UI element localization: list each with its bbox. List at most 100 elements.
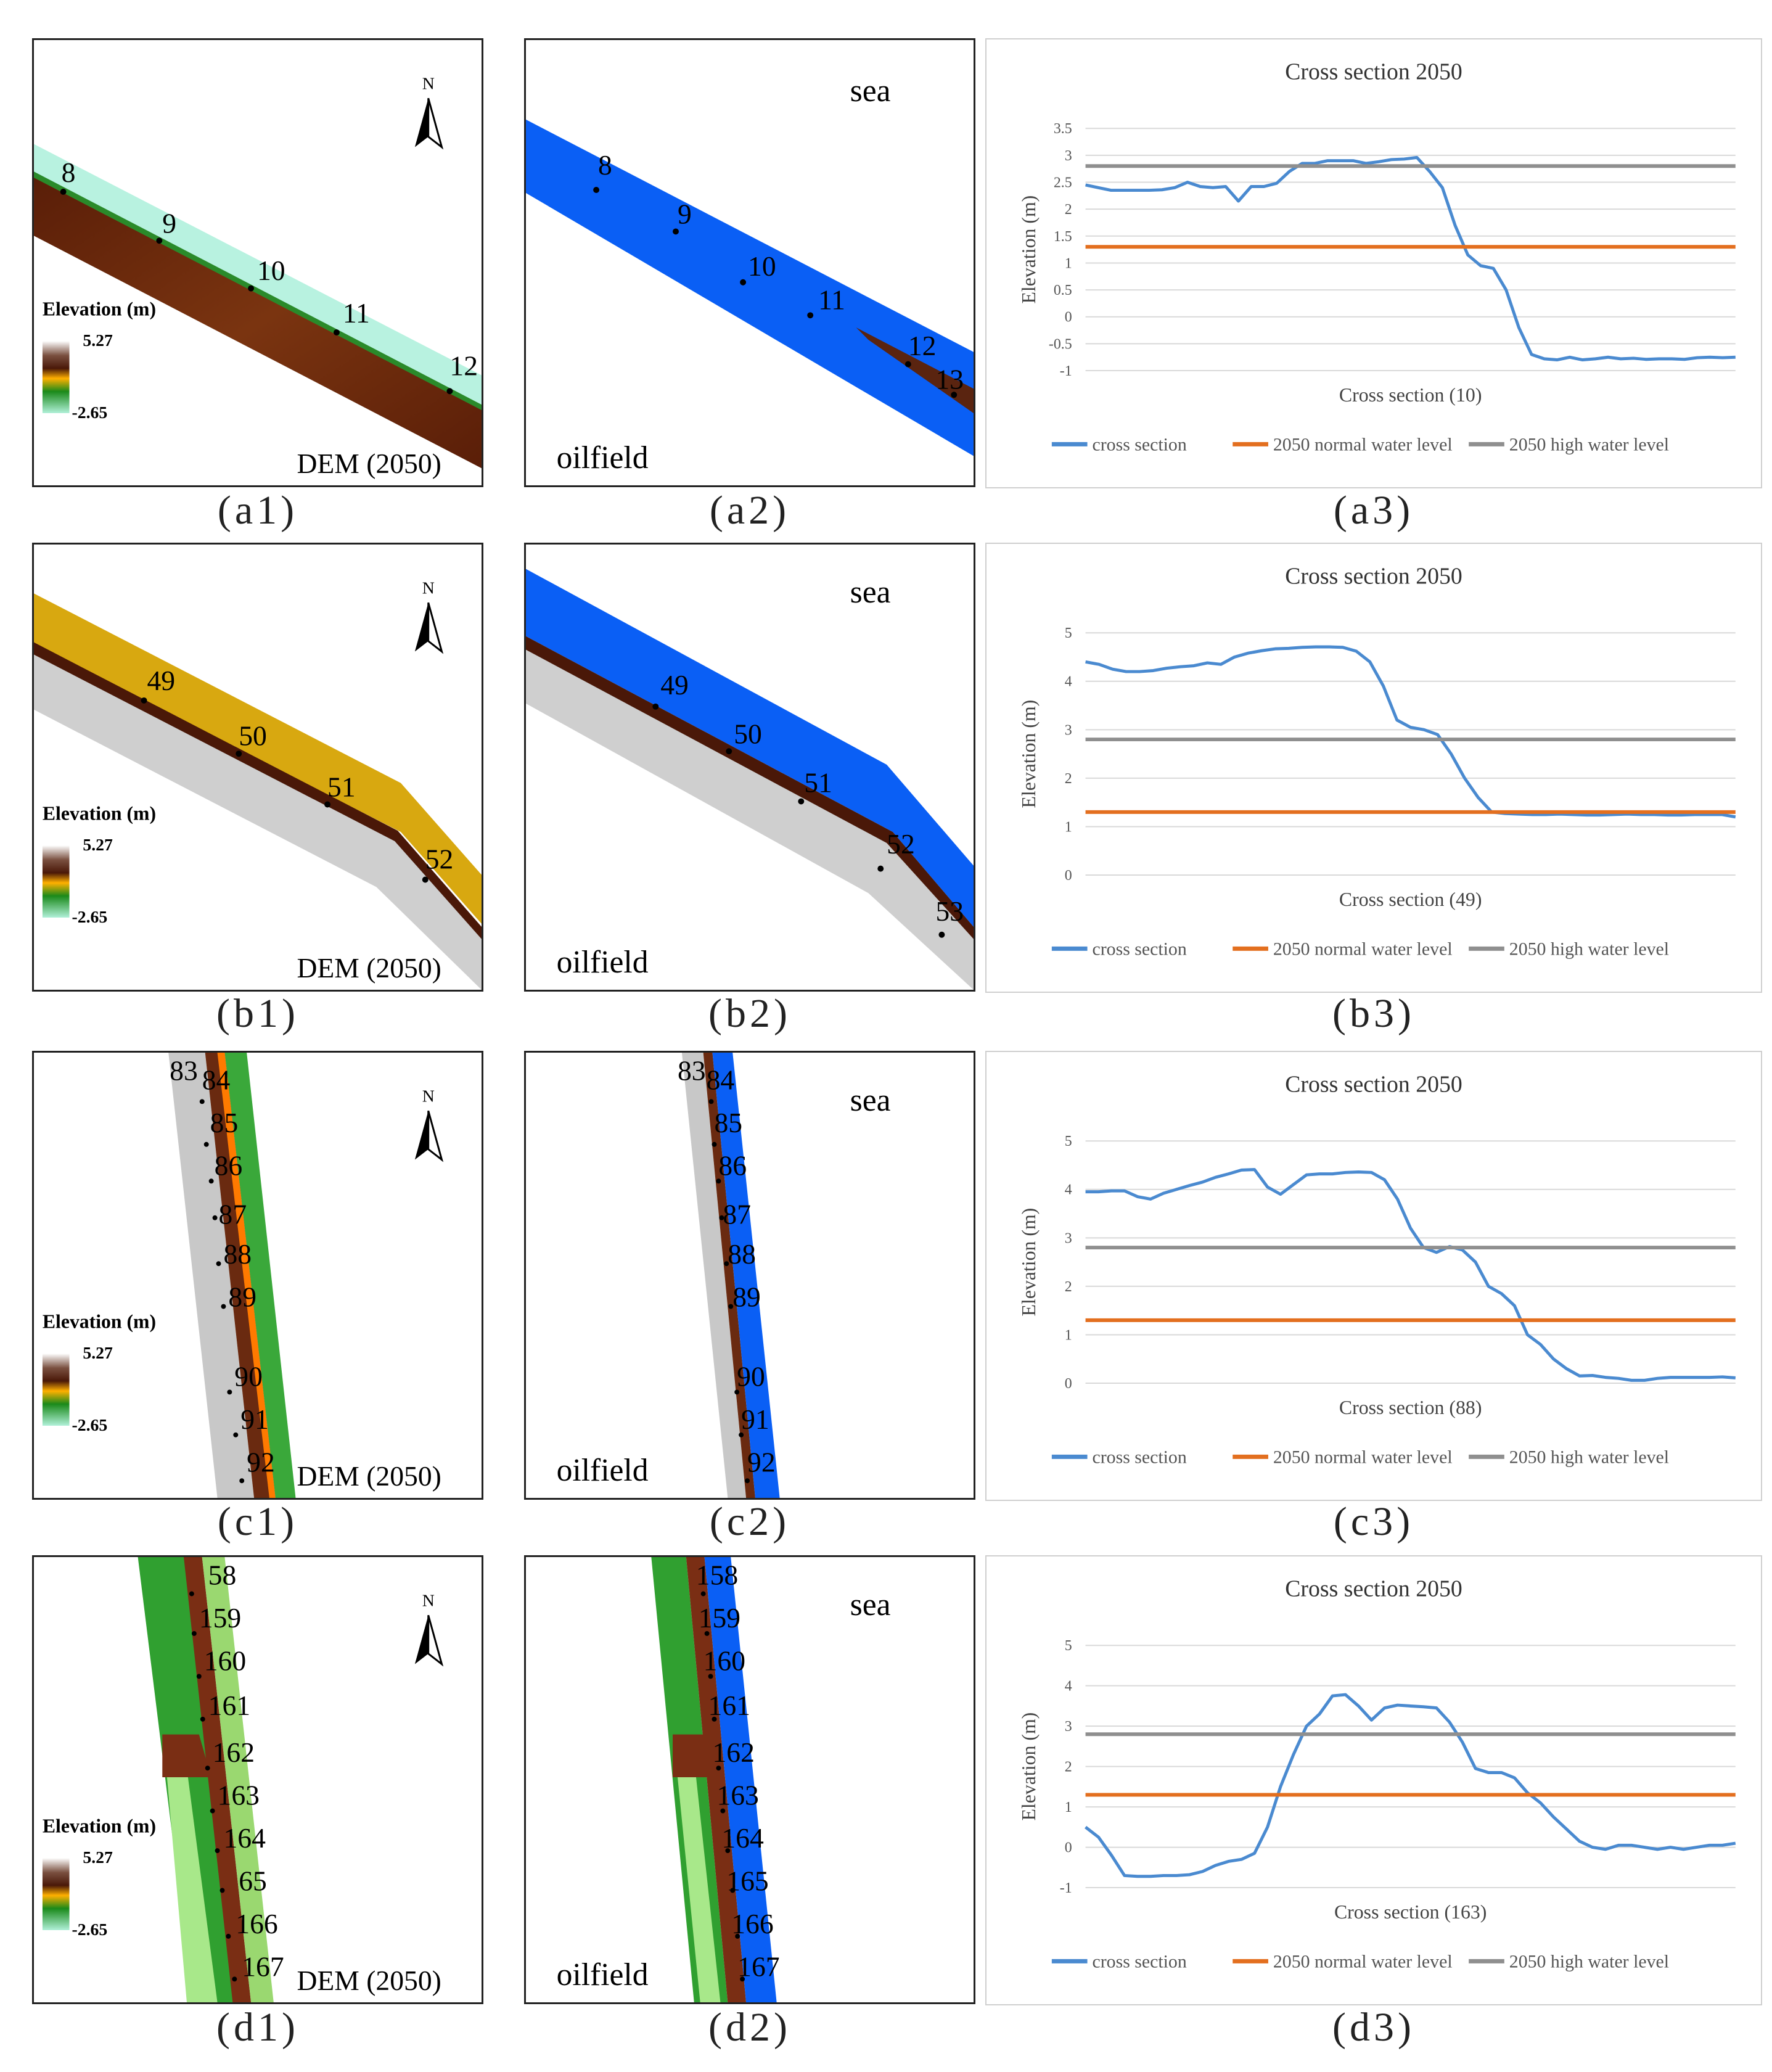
north-label: N xyxy=(422,578,435,598)
chart-title: Cross section 2050 xyxy=(1285,1072,1462,1098)
point-label: 51 xyxy=(327,771,356,803)
flood-map-a-svg: 8 9 10 11 12 13 sea oilfield xyxy=(526,73,974,475)
point-labels: 158 159 160 161 162 163 164 165 166 167 xyxy=(696,1560,780,1983)
flood-map-b: 49 50 51 52 53 sea oilfield xyxy=(524,543,975,992)
point-markers xyxy=(199,1099,245,1484)
point-label: 167 xyxy=(242,1951,284,1982)
chart-svg: Cross section 2050 5 4 3 2 1 0 Elevation (m) Cro… xyxy=(1018,1072,1736,1467)
built-land-band xyxy=(34,648,482,990)
panel-label-a1: (a1) xyxy=(217,488,298,533)
legend-label: 2050 high water level xyxy=(1509,939,1669,959)
y-tick-label: 4 xyxy=(1065,1679,1072,1695)
legend-label: cross section xyxy=(1093,1447,1187,1467)
land-label: oilfield xyxy=(557,945,649,980)
sea-label: sea xyxy=(850,1587,891,1622)
dike-band xyxy=(526,636,974,939)
chart-title: Cross section 2050 xyxy=(1285,59,1462,85)
point-label: 165 xyxy=(726,1865,768,1897)
y-tick-label: 3 xyxy=(1065,148,1072,164)
y-tick-label: -1 xyxy=(1060,363,1072,379)
point-label: 160 xyxy=(703,1645,745,1676)
y-tick-label: 0 xyxy=(1065,868,1072,884)
point-label: 89 xyxy=(732,1281,761,1313)
road-widening xyxy=(673,1734,710,1778)
point-markers xyxy=(60,188,453,395)
north-arrow-icon: N xyxy=(414,578,444,654)
point-label: 51 xyxy=(804,767,832,799)
point-label: 163 xyxy=(716,1780,758,1811)
chart-svg: Cross section 2050 5 4 3 2 1 0 -1 Elevation (m) C… xyxy=(1018,1576,1736,1971)
y-axis-label: Elevation (m) xyxy=(1018,195,1040,304)
point-label: 10 xyxy=(748,250,776,282)
point-label: 160 xyxy=(204,1645,246,1676)
point-label: 52 xyxy=(887,828,915,860)
sea-label: sea xyxy=(850,575,891,610)
point-markers xyxy=(141,697,429,883)
dem-map-c-svg: 83 84 85 86 87 88 89 90 91 92 N Elevatio… xyxy=(42,1053,444,1498)
panel-label-a2: (a2) xyxy=(709,488,790,533)
dike-strip xyxy=(856,327,974,413)
y-tick-label: 3.5 xyxy=(1054,121,1072,137)
point-label: 85 xyxy=(210,1107,239,1138)
x-axis-label: Cross section (10) xyxy=(1339,384,1482,406)
shallow-water-band xyxy=(34,144,482,411)
point-markers xyxy=(652,703,945,938)
x-axis-label: Cross section (49) xyxy=(1339,889,1482,910)
point-label: 13 xyxy=(935,363,964,395)
panel-label-c2: (c2) xyxy=(709,1499,790,1544)
map-caption: DEM (2050) xyxy=(297,952,441,984)
point-label: 50 xyxy=(239,720,267,751)
point-label: 8 xyxy=(62,157,76,188)
cross-section-line xyxy=(1085,155,1736,362)
point-labels: 83 84 85 86 87 88 89 90 91 92 xyxy=(170,1055,275,1478)
dem-map-b: 49 50 51 52 N Elevation (m) 5.27 -2.65 D… xyxy=(32,543,483,992)
y-tick-label: 5 xyxy=(1065,625,1072,641)
y-tick-label: 1 xyxy=(1065,1327,1072,1343)
y-tick-label: 3 xyxy=(1065,722,1072,738)
point-label: 164 xyxy=(721,1822,764,1854)
vegetation-band xyxy=(224,1053,296,1498)
legend-label: 2050 normal water level xyxy=(1273,1951,1453,1971)
legend-label: 2050 high water level xyxy=(1509,1951,1669,1971)
map-caption: DEM (2050) xyxy=(297,448,441,479)
panel-label-c1: (c1) xyxy=(217,1499,298,1544)
north-label: N xyxy=(422,1591,435,1610)
flood-map-c-svg: 83 84 85 86 87 88 89 90 91 92 sea oilfie… xyxy=(557,1053,891,1498)
land-label: oilfield xyxy=(557,1453,649,1488)
y-tick-label: -0.5 xyxy=(1049,336,1072,352)
y-tick-label: 1 xyxy=(1065,1799,1072,1815)
dem-map-c: 83 84 85 86 87 88 89 90 91 92 N Elevatio… xyxy=(32,1051,483,1500)
point-label: 164 xyxy=(223,1822,266,1854)
dem-map-d: 58 159 160 161 162 163 164 65 166 167 N … xyxy=(32,1555,483,2004)
legend-label: 2050 normal water level xyxy=(1273,1447,1453,1467)
point-labels: 49 50 51 52 53 xyxy=(660,669,964,927)
chart-title: Cross section 2050 xyxy=(1285,1576,1462,1602)
point-label: 159 xyxy=(199,1602,241,1634)
legend-color-bar xyxy=(42,845,70,918)
panel-label-b3: (b3) xyxy=(1332,991,1415,1036)
legend-color-bar xyxy=(42,340,70,413)
point-label: 8 xyxy=(598,149,612,181)
y-tick-label: 0 xyxy=(1065,1840,1072,1856)
legend-max: 5.27 xyxy=(83,1848,113,1867)
legend-label: cross section xyxy=(1093,939,1187,959)
map-caption: DEM (2050) xyxy=(297,1460,441,1492)
legend-color-bar xyxy=(42,1857,70,1930)
y-tick-label: 1 xyxy=(1065,819,1072,835)
sea-inundation xyxy=(526,119,974,456)
point-markers xyxy=(700,1591,745,1982)
cross-section-line xyxy=(1085,1168,1736,1382)
point-label: 167 xyxy=(737,1951,779,1982)
point-label: 87 xyxy=(219,1199,247,1230)
land-label: oilfield xyxy=(557,1957,649,1992)
y-tick-label: -1 xyxy=(1060,1880,1072,1896)
built-land-band xyxy=(168,1053,255,1498)
point-label: 83 xyxy=(170,1055,198,1087)
point-markers xyxy=(593,187,958,398)
point-label: 88 xyxy=(728,1238,756,1270)
point-label: 11 xyxy=(818,284,845,315)
cross-section-chart-a: Cross section 2050 3.5 3 2.5 2 1.5 1 0.5 0 -0.5 -1… xyxy=(985,38,1762,488)
point-label: 91 xyxy=(741,1404,769,1435)
point-label: 65 xyxy=(239,1865,267,1897)
north-label: N xyxy=(422,1087,435,1106)
